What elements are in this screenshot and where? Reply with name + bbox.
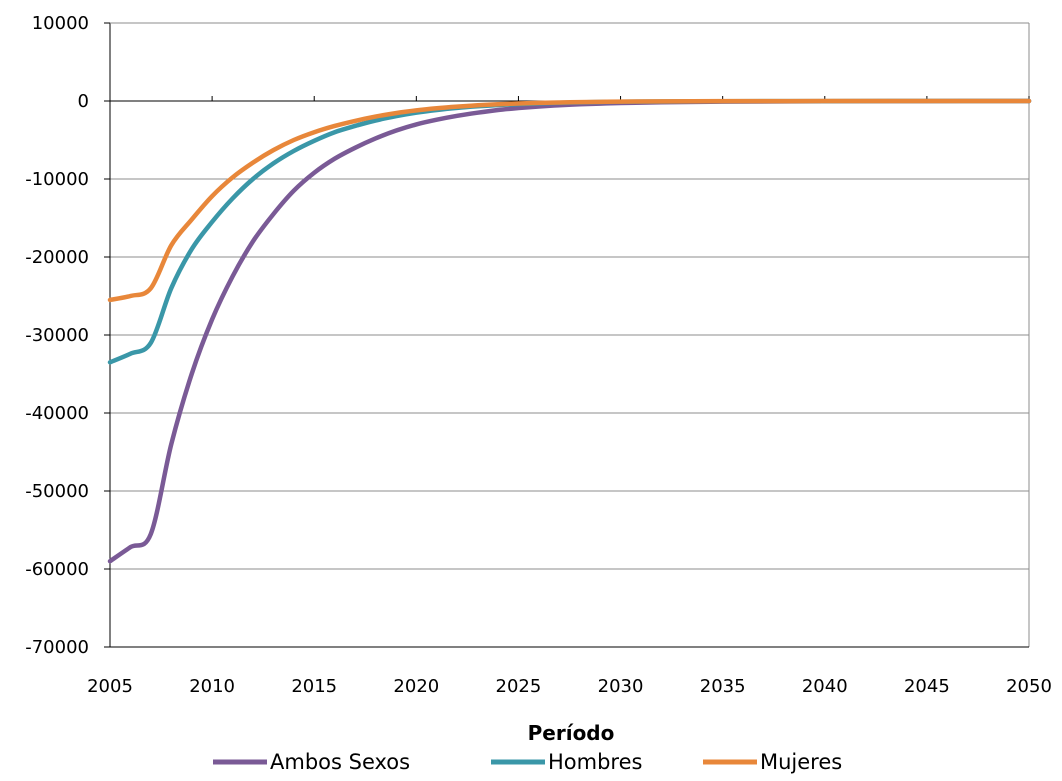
x-tick-label: 2040 [802,676,848,697]
legend-item-ambos-sexos: Ambos Sexos [213,750,410,774]
x-tick-label: 2045 [904,676,950,697]
x-tick-label: 2035 [700,676,746,697]
x-tick-label: 2020 [393,676,439,697]
y-tick-label: 0 [78,91,89,112]
y-tick-label: -10000 [25,169,89,190]
legend: Ambos Sexos Hombres Mujeres [213,750,842,774]
legend-label: Ambos Sexos [270,750,410,774]
y-tick-label: -40000 [25,403,89,424]
series-line-ambos-sexos [107,98,1032,564]
y-tick-label: -30000 [25,325,89,346]
series-line-mujeres [107,98,1032,303]
legend-label: Hombres [548,750,642,774]
series-layer [107,98,1032,564]
y-tick-label: -50000 [25,481,89,502]
legend-item-hombres: Hombres [491,750,642,774]
y-tick-label: -60000 [25,559,89,580]
series-line-hombres [107,98,1032,365]
legend-item-mujeres: Mujeres [703,750,842,774]
x-tick-label: 2030 [598,676,644,697]
label-layer: 10000 0 -10000 -20000 -30000 -40000 -50000 -600… [25,13,1052,697]
y-tick-label: -20000 [25,247,89,268]
legend-label: Mujeres [760,750,842,774]
x-tick-label: 2005 [87,676,133,697]
x-axis-title: Período [528,721,615,745]
grid-layer [110,22,1029,570]
x-tick-label: 2050 [1006,676,1052,697]
x-tick-label: 2025 [496,676,542,697]
x-tick-label: 2015 [291,676,337,697]
y-tick-label: -70000 [25,637,89,658]
x-tick-label: 2010 [189,676,235,697]
y-tick-label: 10000 [32,13,89,34]
